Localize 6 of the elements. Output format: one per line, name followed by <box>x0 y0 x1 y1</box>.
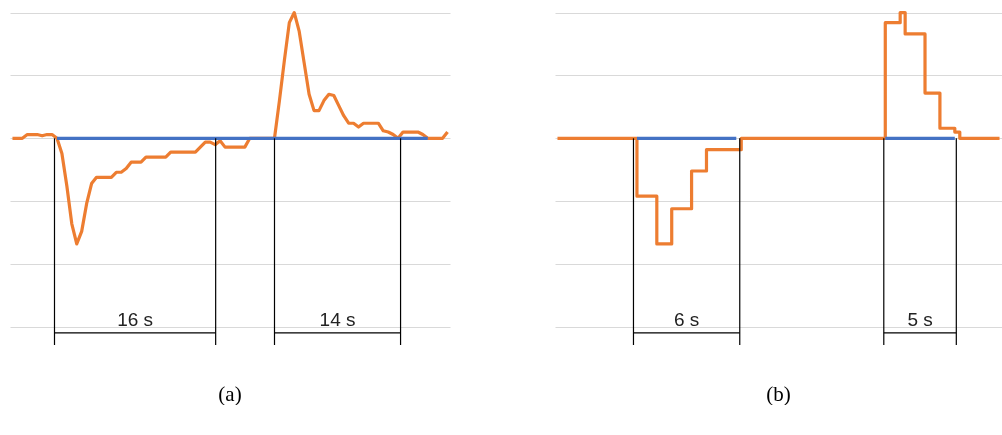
text: 16 s <box>117 308 154 330</box>
text: 6 s <box>673 308 700 330</box>
text: 5 s <box>907 308 933 330</box>
text: (b) <box>766 381 791 406</box>
text: (a) <box>218 381 242 406</box>
text: 14 s <box>319 308 356 330</box>
